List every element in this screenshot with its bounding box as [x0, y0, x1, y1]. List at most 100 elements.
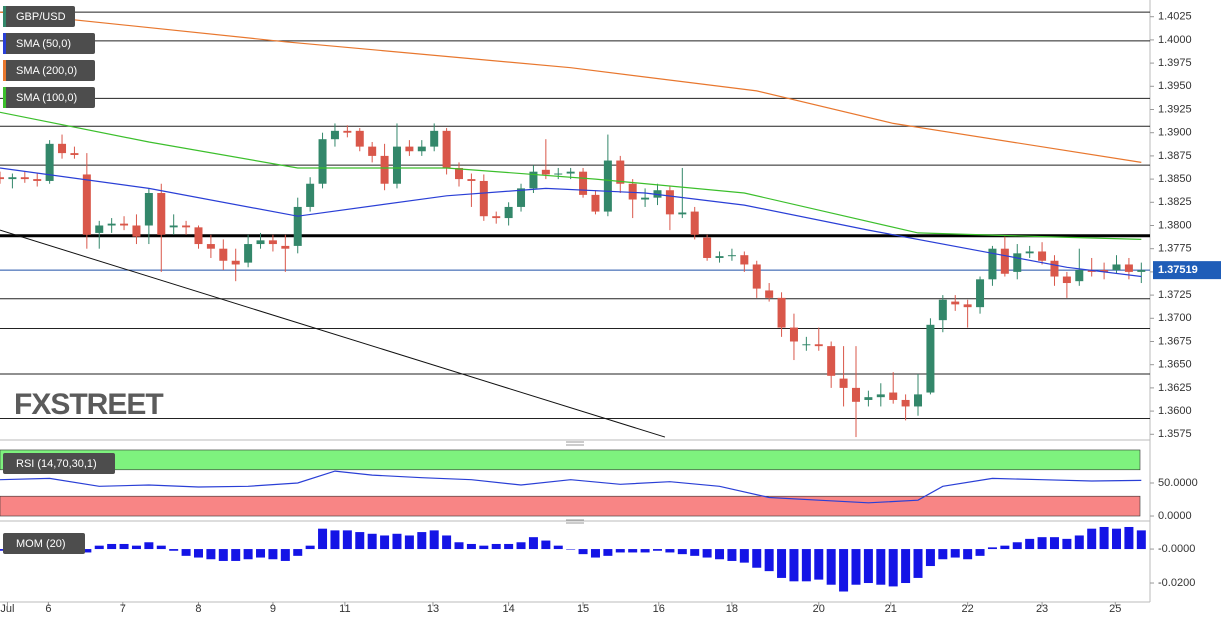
candle-body: [541, 169, 550, 175]
mom-bar: [1136, 530, 1146, 550]
mom-bar: [417, 532, 427, 550]
legend-entry-swatch: [3, 60, 6, 81]
mom-bar: [516, 542, 526, 550]
mom-bar: [1074, 535, 1084, 550]
candle-body: [603, 160, 612, 212]
mom-bar: [231, 549, 241, 561]
mom-bar: [876, 549, 886, 585]
mom-bar: [392, 533, 402, 550]
mom-bar: [752, 549, 762, 568]
candle-body: [814, 344, 823, 347]
y-tick-label: 1.3775: [1158, 243, 1192, 255]
candle-body: [1075, 270, 1084, 282]
candle-body: [864, 397, 873, 400]
candle-body: [430, 130, 439, 147]
mom-bar: [677, 549, 687, 555]
mom-bar: [256, 549, 266, 558]
legend-entry-box: [3, 87, 95, 108]
mom-bar: [454, 542, 464, 550]
x-tick-label: 6: [45, 603, 51, 615]
mom-bar: [504, 543, 514, 550]
x-tick-label: 25: [1109, 603, 1121, 615]
candle-body: [392, 146, 401, 184]
candle-body: [144, 193, 153, 226]
x-tick-label: 9: [270, 603, 276, 615]
y-tick-label: 1.3725: [1158, 289, 1192, 301]
mom-bar: [652, 549, 662, 551]
candle-body: [517, 188, 526, 207]
candle-body: [976, 279, 985, 308]
candle-body: [926, 324, 935, 393]
candle-body: [802, 344, 811, 346]
candle-body: [82, 174, 91, 235]
mom-bar: [491, 543, 501, 550]
mom-bar: [578, 549, 588, 555]
mom-bar: [950, 549, 960, 558]
oversold-band: [0, 495, 1141, 517]
indicator-label: RSI (14,70,30,1): [16, 458, 97, 470]
candle-body: [256, 240, 265, 245]
y-tick-label: 1.3875: [1158, 150, 1192, 162]
mom-bar: [429, 530, 439, 550]
candle-body: [579, 171, 588, 195]
indicator-label-box: [3, 453, 115, 474]
mom-bar: [367, 533, 377, 550]
candle-body: [628, 183, 637, 200]
candle-body: [380, 155, 389, 184]
symbol-label-swatch: [3, 6, 6, 27]
candle-body: [715, 256, 724, 258]
candle-body: [244, 244, 253, 263]
symbol-label-box: [3, 6, 75, 27]
y-tick-label: 1.4025: [1158, 11, 1192, 23]
candle-body: [281, 245, 290, 249]
candle-body: [988, 248, 997, 280]
mom-bar: [987, 547, 997, 550]
x-tick-label: 22: [962, 603, 974, 615]
mom-bar: [814, 549, 824, 580]
mom-bar: [628, 549, 638, 553]
candle-body: [169, 225, 178, 228]
candle-body: [1013, 253, 1022, 272]
mom-bar: [206, 549, 216, 560]
candle-body: [231, 260, 240, 265]
legend-entry: SMA (200,0): [16, 65, 77, 77]
legend-entry-box: [3, 33, 95, 54]
mom-bar: [640, 549, 650, 553]
candle-body: [206, 244, 215, 249]
y-tick-label: 1.3800: [1158, 219, 1192, 231]
candle-body: [752, 264, 761, 289]
candle-body: [616, 160, 625, 184]
x-tick-label: 21: [885, 603, 897, 615]
candle-body: [765, 290, 774, 298]
candle-body: [455, 167, 464, 180]
sma-line: [0, 167, 1142, 278]
mom-bar: [925, 549, 935, 567]
y-tick-label: 1.3575: [1158, 428, 1192, 440]
y-tick-label: 1.3675: [1158, 335, 1192, 347]
resize-grip[interactable]: [566, 519, 584, 524]
y-tick-label: 1.3950: [1158, 80, 1192, 92]
candle-body: [1112, 264, 1121, 271]
mom-bar: [107, 543, 117, 550]
resize-grip[interactable]: [566, 441, 584, 446]
x-tick-label: 15: [577, 603, 589, 615]
mom-bar: [1000, 545, 1010, 550]
x-tick-label: 11: [339, 603, 350, 615]
x-tick-label: 20: [813, 603, 825, 615]
candle-body: [492, 216, 501, 219]
main-panel: [0, 11, 1150, 438]
candle-body: [851, 387, 860, 402]
mom-bar: [0, 549, 5, 551]
candle-body: [1124, 264, 1133, 272]
trendline: [0, 229, 666, 438]
candle-body: [951, 301, 960, 305]
mom-bar: [777, 549, 787, 578]
mom-bar: [293, 549, 303, 556]
candle-body: [1025, 251, 1034, 254]
candle-body: [306, 183, 315, 207]
mom-bar: [193, 549, 203, 558]
candle-body: [504, 206, 513, 219]
mom-bar: [144, 542, 154, 550]
y-tick-label: 50.0000: [1158, 477, 1198, 489]
